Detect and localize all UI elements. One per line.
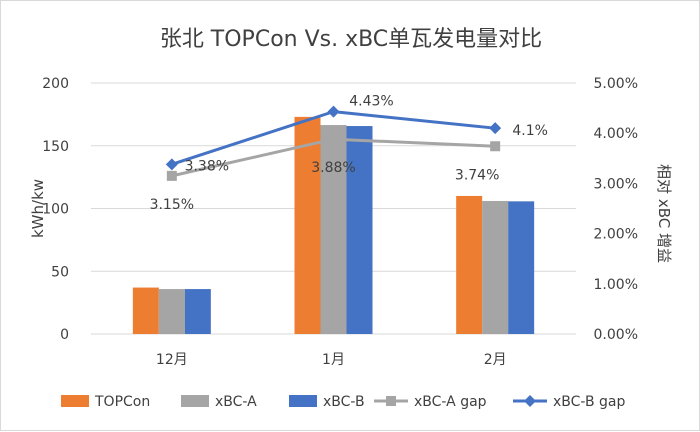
bar-xbc-a [320,125,347,334]
legend-marker-diamond [524,395,536,407]
y2-tick-label: 0.00% [594,327,638,343]
legend-item: xBC-B [323,394,365,410]
y2-tick-label: 1.00% [594,277,638,293]
legend-swatch [289,395,317,407]
legend-swatch [61,395,89,407]
bar-xbc-b [508,201,535,334]
data-label: 4.1% [512,123,548,139]
y-tick-label: 50 [51,264,69,280]
x-tick-label: 1月 [322,352,345,368]
marker-square [166,170,177,181]
y2-tick-label: 5.00% [594,76,638,92]
legend-item: TOPCon [94,394,150,410]
bar-xbc-b [184,289,211,334]
chart-title: 张北 TOPCon Vs. xBC单瓦发电量对比 [160,27,542,52]
y-tick-label: 200 [42,76,69,92]
marker-diamond [327,105,340,118]
marker-diamond [489,122,502,135]
data-label: 3.74% [455,167,499,183]
marker-square [328,134,339,145]
legend-marker-square [386,396,396,406]
bar-xbc-a [158,289,185,334]
y2-axis-label: 相对 xBC 增益 [655,164,673,263]
y-tick-label: 0 [60,327,69,343]
y2-tick-label: 3.00% [594,176,638,192]
y2-tick-label: 2.00% [594,227,638,243]
legend-swatch [181,395,209,407]
marker-square [490,141,501,152]
y-tick-label: 150 [42,139,69,155]
legend-item: xBC-A [215,394,257,410]
legend-item: xBC-B gap [553,394,625,410]
legend-item: xBC-A gap [414,394,487,410]
data-label: 3.15% [150,197,194,213]
data-label: 3.38% [185,158,229,174]
x-tick-label: 2月 [484,352,507,368]
bar-xbc-a [482,200,509,334]
bar-topcon [456,195,483,334]
bar-xbc-b [346,126,373,334]
data-label: 4.43% [349,94,393,110]
x-tick-label: 12月 [156,352,188,368]
data-label: 3.88% [311,160,355,176]
y-tick-label: 100 [42,202,69,218]
bar-topcon [132,287,159,334]
bar-topcon [294,116,321,334]
marker-diamond [165,158,178,171]
y-axis-label: kWh/kw [29,179,47,238]
y2-tick-label: 4.00% [594,126,638,142]
